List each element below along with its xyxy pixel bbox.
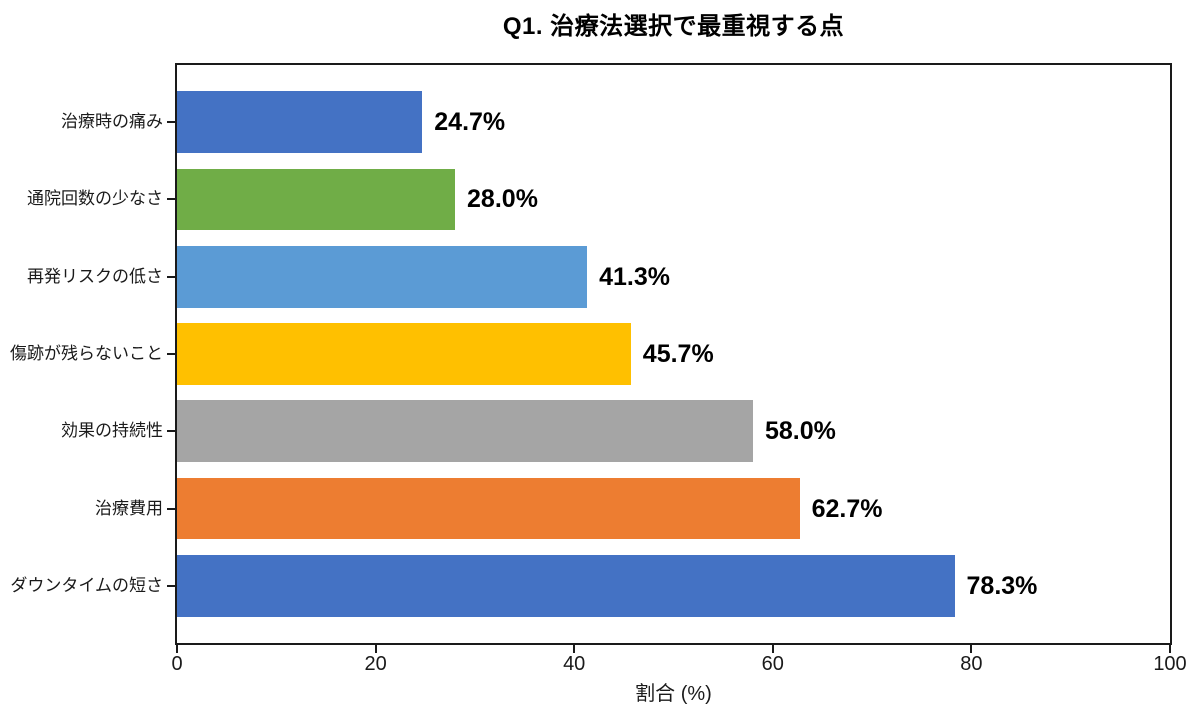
y-tick-mark bbox=[167, 584, 175, 587]
x-axis-label: 割合 (%) bbox=[635, 683, 712, 705]
x-tick-mark bbox=[374, 645, 377, 653]
y-tick-mark bbox=[167, 507, 175, 510]
bar bbox=[177, 245, 588, 308]
x-tick-mark bbox=[970, 645, 973, 653]
bar bbox=[177, 91, 423, 154]
bar bbox=[177, 323, 631, 385]
bar-value-label: 41.3% bbox=[599, 262, 670, 291]
bar-value-label: 62.7% bbox=[811, 494, 883, 523]
x-tick-mark bbox=[771, 645, 774, 653]
category-label: 通院回数の少なさ bbox=[27, 189, 163, 209]
category-label: 再発リスクの低さ bbox=[27, 266, 163, 286]
bar-value-label: 45.7% bbox=[642, 340, 714, 368]
x-tick-label: 80 bbox=[960, 653, 983, 675]
x-tick-label: 100 bbox=[1153, 653, 1187, 675]
y-tick-mark bbox=[167, 430, 175, 433]
x-tick-label: 40 bbox=[563, 653, 586, 675]
x-tick-label: 60 bbox=[761, 653, 784, 675]
plot-area: 24.7% 28.0% 41.3% 45.7% 58.0% 62.7% 78.3% bbox=[175, 63, 1172, 645]
bar bbox=[177, 400, 753, 463]
chart-title: Q1. 治療法選択で最重視する点 bbox=[502, 13, 845, 40]
bar-value-label: 58.0% bbox=[764, 417, 836, 446]
bar bbox=[177, 554, 955, 617]
category-label: 傷跡が残らないこと bbox=[10, 344, 163, 363]
bar bbox=[177, 477, 800, 540]
category-label: ダウンタイムの短さ bbox=[10, 575, 163, 595]
x-tick-mark bbox=[1169, 645, 1171, 653]
y-tick-mark bbox=[167, 198, 175, 201]
x-tick-label: 0 bbox=[171, 653, 183, 675]
bar-value-label: 78.3% bbox=[966, 571, 1038, 600]
x-tick-label: 20 bbox=[364, 653, 387, 675]
x-tick-mark bbox=[573, 645, 576, 653]
bar-value-label: 24.7% bbox=[434, 108, 506, 137]
bar bbox=[177, 168, 456, 231]
category-label: 治療費用 bbox=[95, 498, 163, 518]
y-tick-mark bbox=[167, 121, 175, 124]
y-tick-mark bbox=[167, 353, 175, 355]
bar-value-label: 28.0% bbox=[467, 185, 538, 214]
category-label: 治療時の痛み bbox=[61, 112, 163, 132]
x-tick-mark bbox=[176, 645, 178, 653]
category-label: 効果の持続性 bbox=[61, 421, 163, 441]
y-tick-mark bbox=[167, 275, 175, 278]
